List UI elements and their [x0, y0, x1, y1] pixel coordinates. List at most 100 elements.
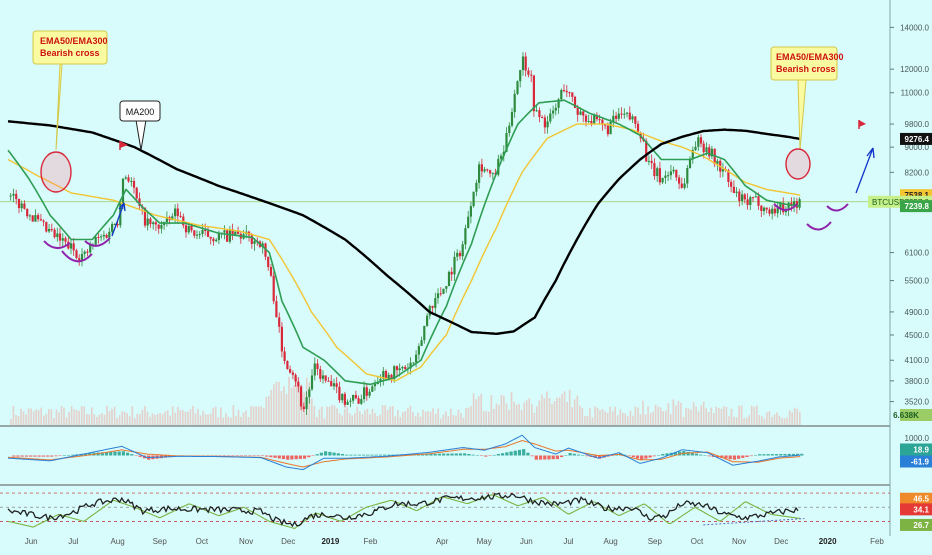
volume-bar — [690, 409, 692, 425]
candle-body — [313, 363, 316, 376]
candle-body — [294, 374, 297, 382]
volume-bar — [171, 406, 174, 425]
volume-bar — [649, 413, 652, 425]
candle-body — [661, 177, 664, 183]
volume-bar — [515, 404, 518, 425]
volume-bar — [495, 403, 498, 425]
volume-bar — [541, 394, 543, 425]
volume-bar — [235, 415, 237, 425]
macd-histogram-bar — [678, 451, 682, 456]
candle-body — [439, 293, 442, 295]
candle-body — [121, 178, 125, 204]
candle-body — [505, 133, 508, 152]
macd-histogram-bar — [475, 455, 479, 456]
volume-bar — [639, 414, 642, 425]
candle-body — [743, 194, 746, 200]
volume-bar — [677, 401, 680, 425]
volume-bar — [498, 405, 500, 425]
macd-histogram-bar — [766, 454, 770, 456]
volume-bar — [404, 411, 407, 425]
volume-bar — [761, 416, 763, 425]
candle-body — [283, 351, 286, 361]
candle-body — [489, 170, 492, 174]
volume-bar — [793, 407, 796, 425]
macd-histogram-bar — [627, 455, 631, 456]
macd-value-label: 18.9 — [913, 446, 929, 455]
volume-bar — [723, 406, 725, 425]
candle-body — [691, 150, 694, 159]
macd-histogram-bar — [762, 454, 766, 456]
candle-body — [634, 116, 637, 124]
macd-histogram-bar — [555, 455, 559, 460]
candle-body — [64, 238, 67, 242]
candle-body — [730, 182, 733, 187]
volume-bar — [604, 411, 606, 425]
macd-histogram-bar — [673, 452, 677, 456]
candle-body — [116, 224, 119, 226]
bottom-arc — [61, 250, 93, 263]
candle-body — [404, 366, 407, 369]
candle-body — [319, 369, 322, 379]
time-tick-label: Feb — [364, 537, 378, 546]
volume-bar — [409, 405, 412, 425]
volume-bar — [35, 409, 37, 425]
macd-histogram-bar — [71, 454, 75, 456]
volume-bar — [505, 403, 508, 425]
candle-body — [478, 164, 481, 183]
volume-bar — [166, 410, 169, 425]
candle-body — [708, 147, 711, 157]
volume-bar — [629, 410, 632, 425]
ema300-line — [7, 123, 801, 382]
candle-body — [272, 275, 275, 302]
macd-histogram-bar — [488, 455, 492, 456]
candle-body — [190, 225, 193, 231]
candle-body — [628, 112, 631, 120]
volume-bar — [596, 407, 599, 425]
callout-left-line1: EMA50/EMA300 — [40, 36, 108, 46]
macd-histogram-bar — [454, 453, 458, 456]
price-tick-label: 3800.0 — [905, 377, 930, 386]
volume-bar — [490, 395, 493, 425]
time-tick-label: Aug — [603, 537, 617, 546]
volume-bar — [670, 413, 672, 425]
volume-bar — [341, 415, 343, 425]
volume-bar — [462, 417, 465, 425]
volume-bar — [675, 405, 677, 425]
volume-bar — [786, 417, 788, 425]
candle-body — [776, 208, 779, 214]
bottom-arc — [826, 203, 849, 212]
macd-histogram-bar — [332, 452, 336, 456]
volume-bar — [753, 406, 756, 425]
candle-body — [102, 234, 105, 237]
macd-histogram-bar — [248, 455, 252, 456]
candle-body — [782, 202, 785, 213]
volume-bar — [700, 405, 702, 425]
macd-histogram-bar — [728, 455, 732, 460]
volume-bar — [144, 406, 146, 425]
macd-histogram-bar — [517, 449, 522, 456]
ema50-price-badge — [900, 200, 932, 213]
macd-histogram-bar — [286, 455, 290, 460]
candle-body — [365, 387, 368, 396]
macd-histogram-bar — [41, 455, 45, 457]
candle-body — [746, 199, 749, 205]
volume-bar — [333, 405, 336, 425]
volume-bars — [10, 376, 801, 425]
candle-body — [193, 230, 196, 236]
macd-histogram-bar — [543, 455, 547, 460]
macd-histogram-bar — [109, 451, 113, 456]
volume-bar — [576, 395, 579, 425]
volume-bar — [232, 405, 235, 425]
volume-bar — [379, 414, 381, 425]
bottom-arc — [806, 221, 832, 231]
candle-body — [373, 383, 377, 387]
macd-histogram-bar — [214, 455, 218, 456]
candle-body — [658, 168, 661, 183]
candle-body — [721, 169, 724, 172]
candle-body — [672, 169, 675, 172]
volume-bar — [113, 406, 116, 425]
candle-body — [620, 113, 623, 115]
volume-bar — [391, 406, 394, 425]
